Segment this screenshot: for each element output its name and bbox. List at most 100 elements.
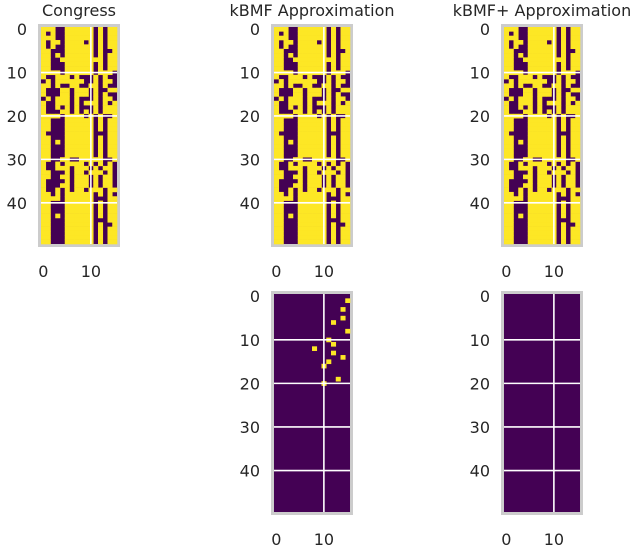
heatmap-cell <box>504 83 510 89</box>
heatmap-cell <box>345 100 351 106</box>
heatmap-cell <box>45 209 51 214</box>
heatmap-cell <box>504 152 510 158</box>
heatmap-cell <box>527 48 533 54</box>
heatmap-cell <box>302 83 308 89</box>
heatmap-cell <box>93 96 99 102</box>
heatmap-cell <box>561 135 567 141</box>
heatmap-cell <box>297 152 303 158</box>
heatmap-cell <box>561 226 567 232</box>
heatmap-cell <box>340 105 346 110</box>
heatmap-cell <box>55 105 61 110</box>
heatmap-cell <box>278 122 284 128</box>
heatmap-cell <box>278 226 284 232</box>
heatmap-cell <box>79 217 85 223</box>
heatmap-cell <box>537 222 543 227</box>
heatmap-cell <box>79 196 85 201</box>
heatmap-cell <box>302 27 308 32</box>
heatmap-cell <box>316 53 322 58</box>
heatmap-cell <box>504 239 510 245</box>
heatmap-cell <box>107 174 113 180</box>
heatmap-cell <box>504 40 510 45</box>
heatmap-cell <box>570 170 576 175</box>
heatmap-cell <box>74 79 80 84</box>
heatmap-cell <box>307 148 313 154</box>
heatmap-cell <box>274 187 280 193</box>
heatmap-cell <box>508 135 514 141</box>
heatmap-cell <box>64 57 70 63</box>
heatmap-cell <box>556 178 562 184</box>
heatmap-cell <box>74 122 80 128</box>
heatmap-cell <box>74 96 80 102</box>
heatmap-cell <box>316 144 322 149</box>
heatmap-background <box>504 294 580 512</box>
heatmap-cell <box>561 48 567 54</box>
heatmap-cell <box>570 122 576 128</box>
heatmap-cell <box>79 118 85 123</box>
x-tick-label: 10 <box>544 262 564 281</box>
heatmap-cell <box>293 174 299 180</box>
heatmap-cell <box>326 187 332 193</box>
heatmap-cell <box>112 131 118 136</box>
heatmap-cell <box>307 204 313 210</box>
heatmap-cell <box>69 135 75 141</box>
heatmap-cell <box>316 213 322 219</box>
heatmap-cell <box>542 183 548 188</box>
heatmap-cell <box>561 53 567 58</box>
heatmap-cell <box>79 53 85 58</box>
heatmap-cell <box>335 109 341 115</box>
heatmap-cell <box>504 204 510 210</box>
heatmap-cell <box>504 126 510 132</box>
heatmap-cell <box>326 83 332 89</box>
heatmap-cell <box>316 118 322 123</box>
heatmap-cell <box>316 31 322 36</box>
heatmap-cell <box>278 48 284 54</box>
heatmap-cell <box>570 53 576 58</box>
heatmap-cell <box>527 100 533 106</box>
heatmap-cell <box>532 122 538 128</box>
heatmap-cell <box>527 87 533 93</box>
heatmap-cell <box>570 161 576 167</box>
heatmap-cell <box>546 48 552 54</box>
heatmap-cell <box>546 239 552 245</box>
heatmap-cell <box>55 79 61 84</box>
heatmap-cell <box>307 35 313 41</box>
heatmap-cell <box>523 165 529 171</box>
heatmap-cell <box>340 230 346 236</box>
heatmap-cell <box>107 131 113 136</box>
heatmap-cell <box>79 92 85 97</box>
heatmap-cell <box>316 204 322 210</box>
heatmap-cell <box>102 105 108 110</box>
heatmap-cell <box>335 183 341 188</box>
heatmap-cell <box>312 48 318 54</box>
heatmap-cell <box>504 27 510 32</box>
heatmap-cell <box>41 161 47 167</box>
heatmap-cell <box>64 213 70 219</box>
heatmap-cell <box>83 178 89 184</box>
heatmap-cell <box>69 83 75 89</box>
heatmap-cell <box>504 131 510 136</box>
heatmap-cell <box>340 31 346 36</box>
heatmap-cell <box>307 83 313 89</box>
heatmap-cell <box>302 152 308 158</box>
heatmap-cell <box>561 139 567 145</box>
heatmap-cell <box>69 235 75 240</box>
heatmap-cell <box>527 174 533 180</box>
heatmap-cell <box>335 74 341 80</box>
heatmap-cell <box>45 222 51 227</box>
heatmap-cell <box>312 66 318 71</box>
heatmap-cell <box>546 230 552 236</box>
heatmap-cell <box>326 174 332 180</box>
heatmap-cell <box>69 66 75 71</box>
heatmap-cell <box>69 31 75 36</box>
heatmap-cell <box>107 196 113 201</box>
heatmap-cell <box>64 35 70 41</box>
heatmap-cell <box>561 66 567 71</box>
heatmap-cell <box>527 235 533 240</box>
heatmap-cell <box>93 105 99 110</box>
heatmap-cell <box>508 139 514 145</box>
heatmap-cell <box>98 152 104 158</box>
heatmap-cell <box>79 178 85 184</box>
heatmap-cell <box>537 187 543 193</box>
heatmap-cell <box>570 209 576 214</box>
heatmap-cell <box>297 61 303 67</box>
